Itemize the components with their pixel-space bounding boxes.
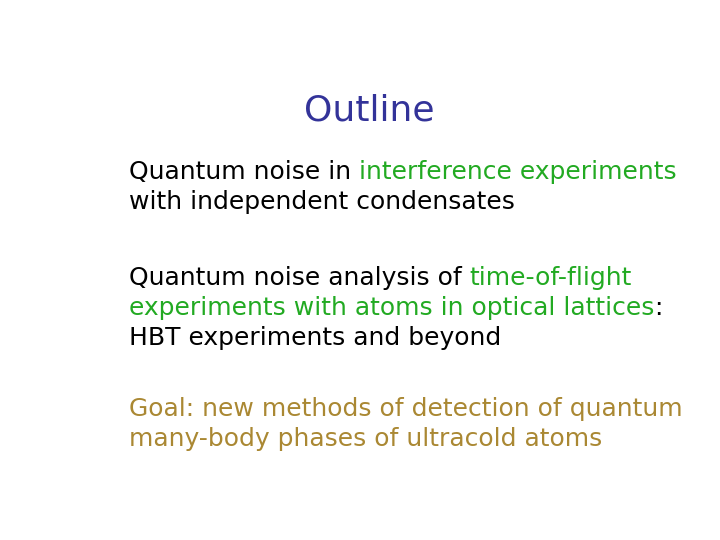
Text: Outline: Outline: [304, 94, 434, 128]
Text: experiments with atoms in optical lattices: experiments with atoms in optical lattic…: [129, 296, 654, 320]
Text: Quantum noise analysis of: Quantum noise analysis of: [129, 266, 470, 291]
Text: time-of-flight: time-of-flight: [470, 266, 632, 291]
Text: with independent condensates: with independent condensates: [129, 191, 515, 214]
Text: Goal: new methods of detection of quantum: Goal: new methods of detection of quantu…: [129, 397, 683, 421]
Text: many-body phases of ultracold atoms: many-body phases of ultracold atoms: [129, 428, 603, 451]
Text: Quantum noise in: Quantum noise in: [129, 160, 359, 185]
Text: interference experiments: interference experiments: [359, 160, 677, 185]
Text: HBT experiments and beyond: HBT experiments and beyond: [129, 327, 501, 350]
Text: :: :: [654, 296, 663, 320]
